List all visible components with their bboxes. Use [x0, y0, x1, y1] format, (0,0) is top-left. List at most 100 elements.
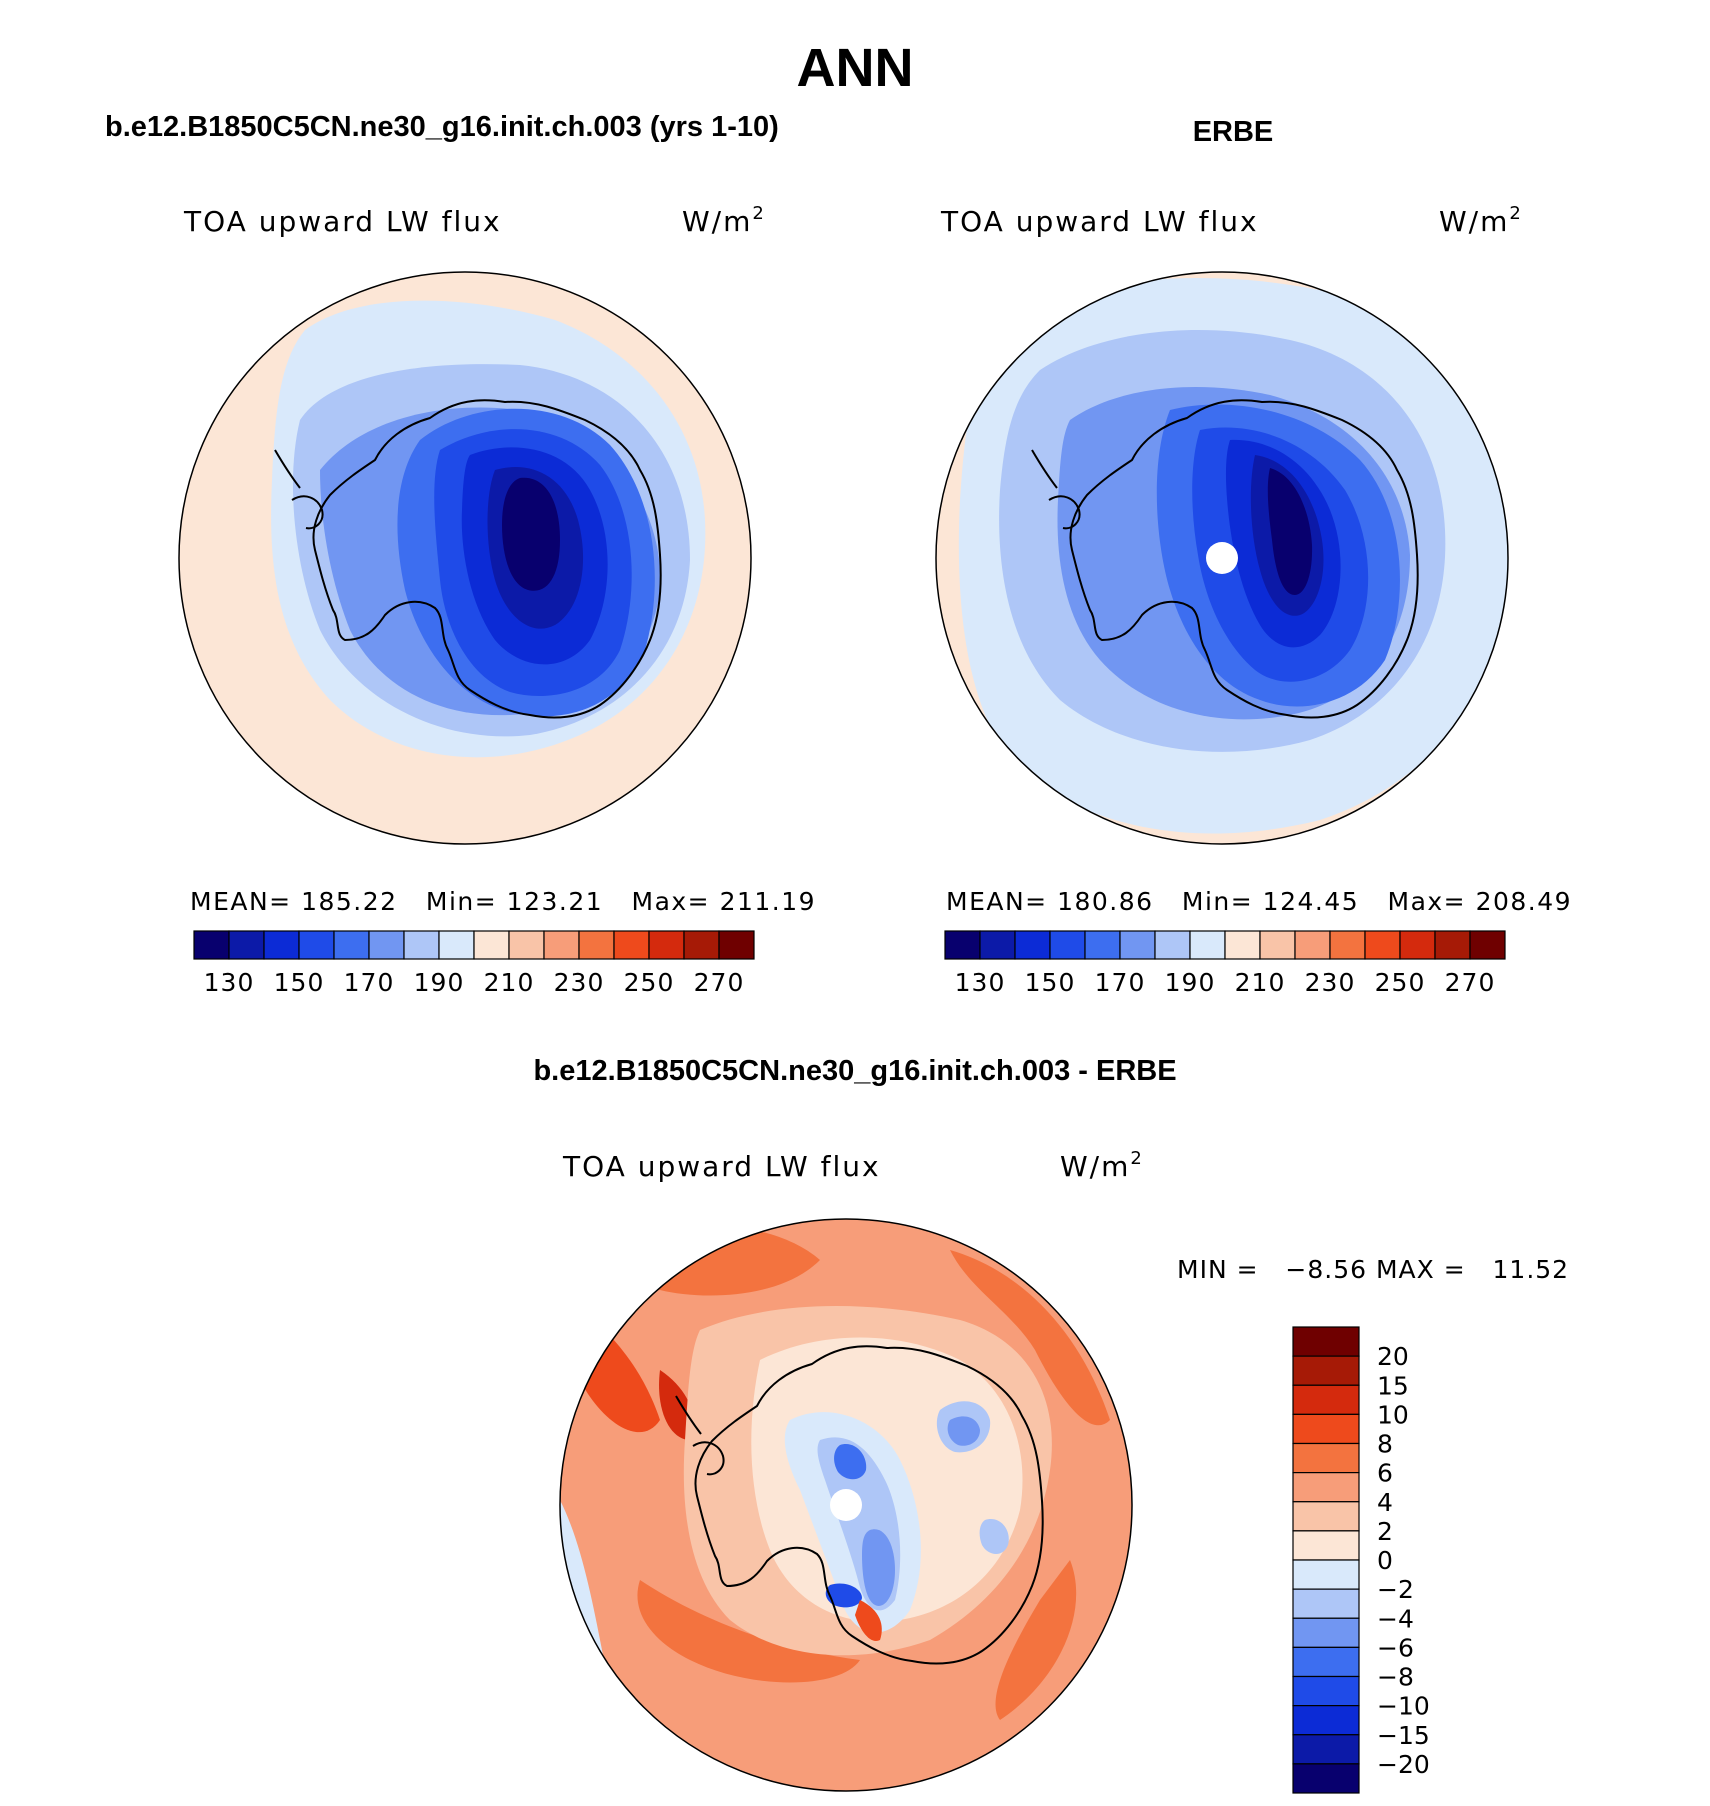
panel2-title: ERBE — [1193, 116, 1274, 148]
colorbar-swatch — [613, 930, 650, 960]
colorbar-swatch — [1292, 1472, 1360, 1503]
colorbar-swatch — [1292, 1384, 1360, 1415]
colorbar-tick-label: 170 — [1095, 968, 1146, 997]
panel3-units: W/m2 — [1060, 1148, 1144, 1183]
colorbar-swatch — [944, 930, 981, 960]
figure-title: ANN — [797, 38, 914, 98]
colorbar-swatch — [718, 930, 755, 960]
colorbar-tick-label: 8 — [1377, 1430, 1393, 1459]
colorbar-swatch — [1292, 1530, 1360, 1561]
colorbar-swatch — [1469, 930, 1506, 960]
colorbar-swatch — [1329, 930, 1366, 960]
missing-data-dot — [830, 1489, 862, 1521]
panel1-units: W/m2 — [682, 203, 766, 238]
panel2-colorbar: 130 150 170 190 210 230 250 270 — [944, 930, 1506, 997]
colorbar-swatch — [1049, 930, 1086, 960]
colorbar-swatch — [1292, 1326, 1360, 1357]
colorbar-tick-label: 210 — [484, 968, 535, 997]
colorbar-swatch — [1434, 930, 1471, 960]
panel1-colorbar: 130 150 170 190 210 230 250 270 — [193, 930, 755, 997]
colorbar-swatch — [1084, 930, 1121, 960]
colorbar-swatch — [1292, 1675, 1360, 1707]
colorbar-swatch — [1292, 1413, 1360, 1445]
colorbar-swatch — [1292, 1646, 1360, 1678]
colorbar-tick-label: −2 — [1377, 1575, 1414, 1604]
antarctica-coastline-3 — [694, 1345, 1044, 1665]
panel3-map — [559, 1218, 1133, 1792]
colorbar-swatch — [508, 930, 545, 960]
colorbar-swatch — [578, 930, 615, 960]
panel1-stats: MEAN= 185.22 Min= 123.21 Max= 211.19 — [190, 887, 816, 916]
colorbar-swatch — [1292, 1501, 1360, 1532]
panel2-stats: MEAN= 180.86 Min= 124.45 Max= 208.49 — [946, 887, 1572, 916]
colorbar-swatch — [1399, 930, 1436, 960]
colorbar-tick-label: 4 — [1377, 1488, 1393, 1517]
colorbar-swatch — [979, 930, 1016, 960]
colorbar-tick-label: 2 — [1377, 1517, 1393, 1546]
panel1-map — [178, 271, 752, 845]
colorbar-tick-label: −15 — [1377, 1721, 1430, 1750]
colorbar-swatch — [473, 930, 510, 960]
panel1-title: b.e12.B1850C5CN.ne30_g16.init.ch.003 (yr… — [105, 111, 779, 143]
colorbar-tick-label: 270 — [694, 968, 745, 997]
panel2-map — [935, 271, 1509, 845]
panel3-stats: MIN = −8.56 MAX = 11.52 — [1177, 1255, 1569, 1284]
colorbar-swatch — [298, 930, 335, 960]
colorbar-swatch — [193, 930, 230, 960]
colorbar-swatch — [1294, 930, 1331, 960]
colorbar-tick-label: −8 — [1377, 1663, 1414, 1692]
colorbar-tick-label: 250 — [1375, 968, 1426, 997]
colorbar-tick-label: 150 — [1025, 968, 1076, 997]
colorbar-tick-label: 130 — [955, 968, 1006, 997]
colorbar-tick-label: 150 — [274, 968, 325, 997]
colorbar-swatch — [1364, 930, 1401, 960]
colorbar-tick-label: 190 — [414, 968, 465, 997]
colorbar-swatch — [1259, 930, 1296, 960]
colorbar-swatch — [543, 930, 580, 960]
colorbar-swatch — [1014, 930, 1051, 960]
colorbar-swatch — [683, 930, 720, 960]
colorbar-swatch — [1189, 930, 1226, 960]
colorbar-tick-label: 190 — [1165, 968, 1216, 997]
colorbar-swatch — [1292, 1355, 1360, 1386]
colorbar-tick-label: 270 — [1445, 968, 1496, 997]
panel1-variable: TOA upward LW flux — [183, 205, 502, 238]
colorbar-swatch — [1224, 930, 1261, 960]
missing-data-dot — [1206, 542, 1238, 574]
colorbar-tick-label: 170 — [344, 968, 395, 997]
colorbar-swatch — [1292, 1442, 1360, 1474]
colorbar-swatch — [228, 930, 265, 960]
colorbar-tick-label: 15 — [1377, 1371, 1409, 1400]
colorbar-tick-label: 20 — [1377, 1342, 1409, 1371]
colorbar-swatch — [1292, 1763, 1360, 1794]
colorbar-swatch — [263, 930, 300, 960]
colorbar-tick-label: 210 — [1235, 968, 1286, 997]
colorbar-swatch — [1119, 930, 1156, 960]
panel2-variable: TOA upward LW flux — [940, 205, 1259, 238]
panel3-title: b.e12.B1850C5CN.ne30_g16.init.ch.003 - E… — [533, 1055, 1176, 1087]
panel2-units: W/m2 — [1439, 203, 1523, 238]
antarctica-coastline-1 — [312, 399, 662, 719]
colorbar-swatch — [438, 930, 475, 960]
colorbar-swatch — [403, 930, 440, 960]
colorbar-swatch — [1292, 1617, 1360, 1648]
colorbar-tick-label: 250 — [624, 968, 675, 997]
colorbar-tick-label: −4 — [1377, 1604, 1414, 1633]
panel3-variable: TOA upward LW flux — [562, 1150, 881, 1183]
colorbar-swatch — [1292, 1559, 1360, 1590]
colorbar-tick-label: 230 — [554, 968, 605, 997]
antarctica-coastline-2 — [1069, 399, 1419, 719]
colorbar-tick-label: 10 — [1377, 1400, 1409, 1429]
colorbar-tick-label: −10 — [1377, 1692, 1430, 1721]
colorbar-swatch — [1292, 1734, 1360, 1765]
colorbar-tick-label: 0 — [1377, 1546, 1393, 1575]
colorbar-swatch — [1292, 1705, 1360, 1736]
colorbar-swatch — [648, 930, 685, 960]
colorbar-tick-label: 130 — [204, 968, 255, 997]
colorbar-swatch — [1154, 930, 1191, 960]
colorbar-tick-label: 6 — [1377, 1459, 1393, 1488]
colorbar-tick-label: 230 — [1305, 968, 1356, 997]
colorbar-swatch — [333, 930, 370, 960]
